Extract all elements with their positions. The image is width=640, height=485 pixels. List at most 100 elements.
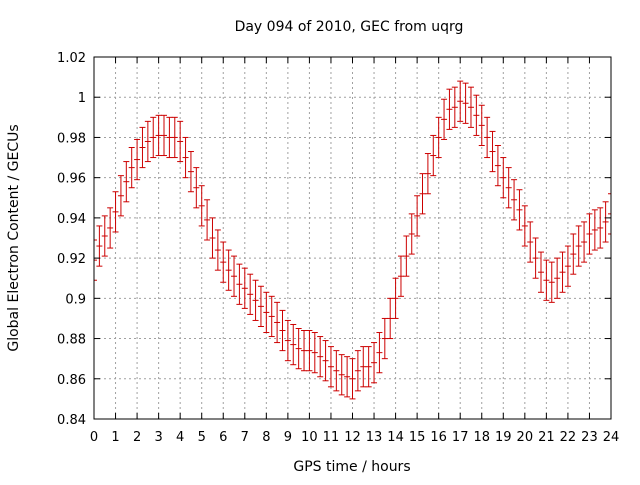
x-tick-label: 3 [154, 430, 162, 445]
data-point [564, 245, 571, 287]
data-point [209, 217, 216, 259]
data-point [602, 201, 609, 243]
data-point [322, 340, 329, 382]
data-point [575, 225, 582, 267]
data-point [290, 323, 297, 366]
x-tick-label: 22 [560, 430, 577, 445]
data-point [193, 167, 200, 209]
data-point [139, 126, 146, 169]
data-point [317, 336, 324, 378]
data-point [171, 116, 178, 159]
x-tick-label: 5 [198, 430, 206, 445]
data-point [516, 189, 523, 231]
data-point [182, 136, 189, 179]
data-point [548, 261, 555, 303]
data-point [581, 221, 588, 263]
y-tick-labels: 0.84 0.86 0.88 0.9 0.92 0.94 0.96 0.98 1 1.02 [57, 51, 86, 428]
y-tick-label: 0.86 [57, 373, 86, 388]
data-point [441, 98, 448, 140]
data-point [397, 255, 404, 297]
x-tick-label: 17 [452, 430, 469, 445]
data-point [268, 295, 275, 338]
axis-ticks [93, 56, 612, 420]
data-point [494, 144, 501, 187]
y-tick-label: 0.94 [57, 212, 86, 227]
data-point [505, 167, 512, 209]
data-point [252, 279, 259, 321]
data-point [554, 257, 561, 299]
y-tick-label: 0.96 [57, 172, 86, 187]
y-tick-label: 0.88 [57, 333, 86, 348]
data-point [489, 130, 496, 173]
data-point [301, 330, 308, 372]
data-point [247, 273, 254, 315]
data-point [467, 86, 474, 128]
x-tick-label: 6 [219, 430, 227, 445]
data-point [484, 116, 491, 159]
x-tick-label: 16 [430, 430, 447, 445]
y-axis-label: Global Electron Content / GECUs [6, 124, 22, 351]
data-point [241, 267, 248, 309]
x-tick-label: 21 [538, 430, 555, 445]
y-tick-label: 1 [78, 91, 86, 106]
y-tick-label: 0.98 [57, 131, 86, 146]
x-tick-label: 19 [495, 430, 512, 445]
data-point [123, 161, 130, 203]
y-tick-label: 0.92 [57, 252, 86, 267]
data-point [527, 221, 534, 263]
data-point [462, 82, 469, 124]
data-point [360, 346, 367, 388]
x-tick-label: 24 [603, 430, 620, 445]
data-point [198, 185, 205, 227]
data-point [166, 116, 173, 159]
x-tick-label: 10 [301, 430, 318, 445]
x-tick-label: 15 [409, 430, 426, 445]
data-point [257, 285, 264, 327]
data-point [263, 291, 270, 334]
data-point [112, 191, 119, 233]
chart-title: Day 094 of 2010, GEC from uqrg [235, 19, 464, 35]
y-tick-label: 1.02 [57, 51, 86, 66]
data-point [236, 263, 243, 305]
data-point [117, 175, 124, 217]
data-point [521, 205, 528, 247]
data-point [446, 88, 453, 130]
data-point [403, 235, 410, 277]
data-point [284, 319, 291, 362]
data-point [387, 297, 394, 340]
x-tick-label: 23 [581, 430, 598, 445]
data-point [559, 251, 566, 293]
data-point [279, 309, 286, 352]
data-point [155, 114, 162, 157]
data-point [408, 213, 415, 255]
data-point [597, 207, 604, 249]
data-point [161, 114, 168, 157]
data-point [532, 237, 539, 279]
data-point [220, 241, 227, 283]
data-point [537, 251, 544, 293]
data-point [327, 346, 334, 388]
x-tick-label: 20 [517, 430, 534, 445]
data-point [295, 328, 302, 370]
data-point [150, 116, 157, 159]
x-tick-label: 1 [111, 430, 119, 445]
x-tick-labels: 0 1 2 3 4 5 6 7 8 9 10 11 12 13 14 15 16 17 18 19 20 21 22 23 24 [90, 430, 619, 445]
data-point [344, 356, 351, 398]
x-tick-label: 0 [90, 430, 98, 445]
data-markers [93, 80, 612, 400]
data-point [392, 277, 399, 319]
data-point [478, 104, 485, 146]
x-tick-label: 14 [387, 430, 404, 445]
data-point [231, 255, 238, 297]
data-point [365, 346, 372, 388]
y-tick-label: 0.84 [57, 413, 86, 428]
x-axis-label: GPS time / hours [293, 459, 410, 475]
data-point [473, 94, 480, 136]
data-point [306, 330, 313, 372]
data-point [311, 332, 318, 374]
data-point [543, 259, 550, 301]
x-tick-label: 2 [133, 430, 141, 445]
data-point [419, 173, 426, 215]
data-point [134, 138, 141, 181]
